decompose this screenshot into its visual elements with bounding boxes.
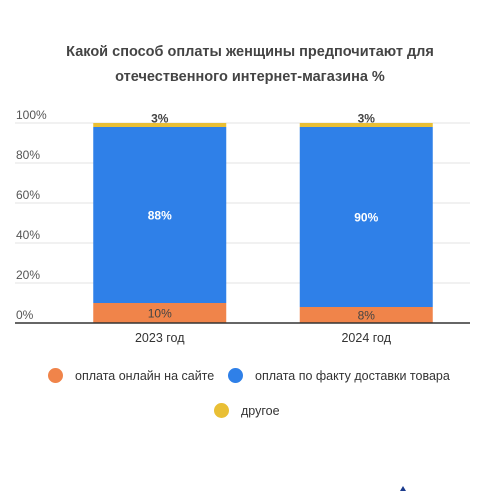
legend-item-delivery: оплата по факту доставки товара <box>228 368 450 383</box>
data-label: 88% <box>148 209 172 223</box>
y-tick-label: 80% <box>16 148 40 162</box>
x-tick-label: 2023 год <box>135 331 185 345</box>
legend-swatch-other <box>214 403 229 418</box>
x-tick-label: 2024 год <box>341 331 391 345</box>
bars <box>93 123 433 323</box>
data-labels: 10% 88% 3% 8% 90% 3% <box>148 112 379 323</box>
bar-segment <box>93 303 227 323</box>
data-label: 10% <box>148 307 172 321</box>
bar-segment <box>299 123 433 127</box>
data-label: 3% <box>358 112 376 126</box>
axes: 0% 20% 40% 60% 80% 100% 2023 год 2024 год <box>15 108 470 345</box>
chart-title-line-2: отечественного интернет-магазина % <box>115 69 385 85</box>
bar-segment <box>299 127 433 307</box>
legend-label-delivery: оплата по факту доставки товара <box>255 368 450 383</box>
y-tick-label: 20% <box>16 268 40 282</box>
legend-swatch-online <box>48 368 63 383</box>
bar-segment <box>299 307 433 323</box>
y-tick-label: 0% <box>16 308 34 322</box>
legend-item-other: другое <box>214 403 280 418</box>
chart-title-line-1: Какой способ оплаты женщины предпочитают… <box>66 44 434 60</box>
bar-segment <box>93 127 227 303</box>
data-label: 3% <box>151 112 169 126</box>
data-label: 90% <box>354 211 378 225</box>
corner-mark <box>400 486 406 491</box>
y-tick-label: 100% <box>16 108 47 122</box>
data-label: 8% <box>358 309 376 323</box>
bar-segment <box>93 123 227 127</box>
y-tick-label: 40% <box>16 228 40 242</box>
stacked-bar-chart: 10% 88% 3% 8% 90% 3% 0% 20% 40% 60% 80% 100% 2023 г… <box>15 108 470 345</box>
legend-item-online: оплата онлайн на сайте <box>48 368 214 383</box>
legend-label-online: оплата онлайн на сайте <box>75 368 215 383</box>
y-tick-label: 60% <box>16 188 40 202</box>
legend-swatch-delivery <box>228 368 243 383</box>
legend-label-other: другое <box>241 403 280 418</box>
chart-title: Какой способ оплаты женщины предпочитают… <box>30 40 470 90</box>
